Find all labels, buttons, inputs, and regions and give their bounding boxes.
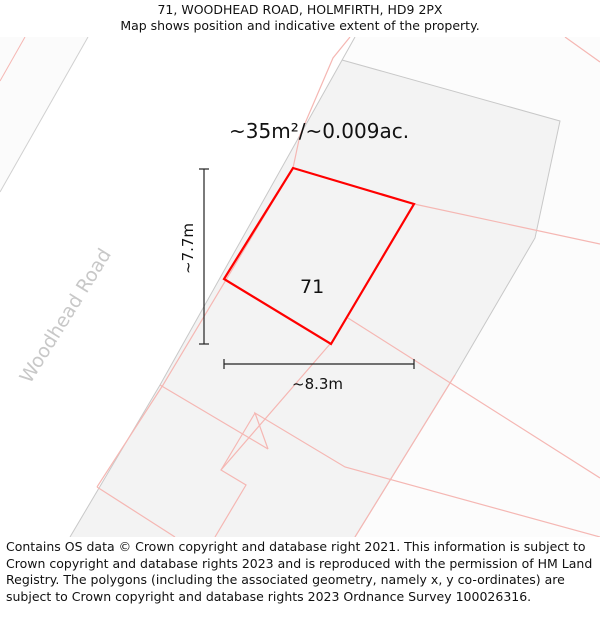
parcel-boundaries xyxy=(96,37,600,537)
map-canvas[interactable]: ~35m²/~0.009ac. 71 ~7.7m ~8.3m Woodhead … xyxy=(0,37,600,537)
map-layers xyxy=(0,37,600,537)
building-block xyxy=(70,37,560,537)
horizontal-dimension-line xyxy=(223,359,415,369)
property-boundary-outline[interactable] xyxy=(222,166,416,346)
attribution-footer: Contains OS data © Crown copyright and d… xyxy=(0,537,600,625)
plot-number-label: 71 xyxy=(300,276,325,298)
left-parcel-boundary xyxy=(0,37,26,82)
property-address-title: 71, WOODHEAD ROAD, HOLMFIRTH, HD9 2PX xyxy=(157,2,443,17)
horizontal-dimension-label: ~8.3m xyxy=(292,375,344,393)
right-land-parcel xyxy=(342,37,600,537)
vertical-dimension-line xyxy=(199,168,209,345)
area-label: ~35m²/~0.009ac. xyxy=(229,119,410,143)
map-subtitle: Map shows position and indicative extent… xyxy=(120,18,480,33)
map-header: 71, WOODHEAD ROAD, HOLMFIRTH, HD9 2PX Ma… xyxy=(0,0,600,37)
copyright-notice: Contains OS data © Crown copyright and d… xyxy=(6,539,593,604)
vertical-dimension-label: ~7.7m xyxy=(179,222,197,274)
left-parcel-edge xyxy=(0,37,89,193)
